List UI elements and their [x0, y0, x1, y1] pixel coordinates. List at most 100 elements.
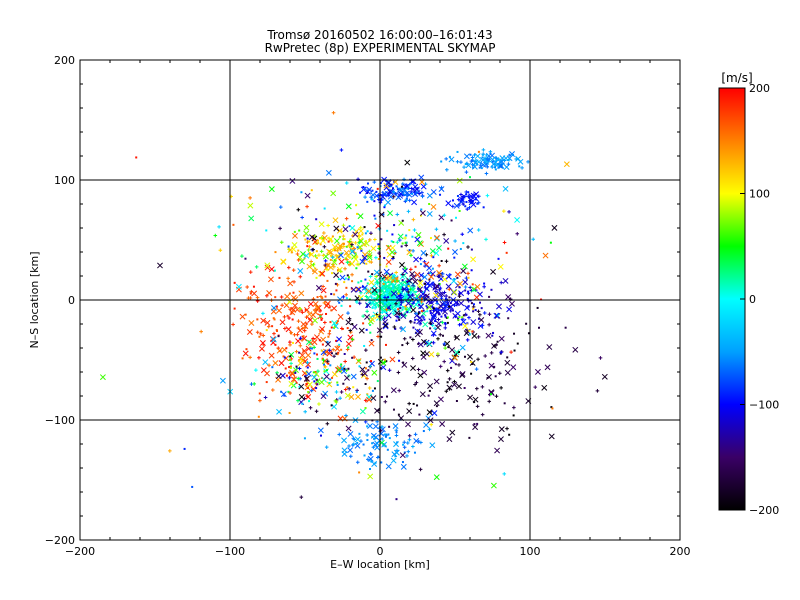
data-point [386, 395, 389, 398]
data-point [337, 278, 340, 281]
data-point [352, 231, 359, 238]
data-point [379, 367, 382, 370]
data-point [331, 272, 334, 275]
data-point [401, 193, 404, 196]
data-point [287, 316, 291, 320]
data-point [288, 366, 291, 369]
data-point [283, 326, 287, 331]
data-point [498, 335, 505, 342]
data-point [315, 250, 318, 253]
data-point [513, 332, 516, 335]
data-point [494, 447, 501, 454]
data-point [308, 400, 311, 403]
data-point [365, 328, 368, 331]
data-point [410, 356, 415, 361]
data-point [457, 319, 460, 322]
data-point [478, 166, 481, 169]
data-point [396, 277, 399, 280]
data-point [451, 199, 454, 202]
data-point [430, 323, 433, 326]
data-point [409, 288, 412, 291]
data-point [386, 193, 391, 198]
data-point [295, 365, 298, 368]
data-point [464, 205, 467, 208]
data-point [440, 259, 443, 262]
data-point [380, 194, 383, 197]
data-point [456, 197, 461, 202]
data-point [357, 262, 361, 267]
data-point [338, 269, 343, 274]
data-point [401, 305, 405, 310]
data-point [294, 371, 297, 374]
data-point [457, 294, 462, 299]
data-point [470, 248, 473, 251]
data-point [359, 408, 366, 415]
data-point [422, 430, 425, 433]
data-point [538, 326, 541, 329]
data-point [342, 242, 345, 245]
data-point [353, 228, 360, 235]
data-point [366, 438, 369, 441]
data-point [374, 274, 378, 279]
data-point [328, 329, 331, 332]
data-point [506, 162, 511, 166]
data-point [444, 294, 448, 298]
data-point [309, 346, 312, 349]
data-point [433, 250, 440, 257]
data-point [248, 215, 255, 222]
data-point [289, 366, 292, 369]
data-point [358, 225, 363, 230]
data-point [284, 293, 291, 300]
data-point [303, 252, 310, 259]
data-point [395, 431, 398, 434]
x-tick-label: −100 [215, 545, 245, 558]
data-point [325, 169, 332, 176]
data-point [371, 369, 378, 376]
data-point [318, 339, 321, 342]
data-point [436, 244, 442, 251]
data-point [407, 294, 410, 297]
data-point [342, 382, 345, 385]
data-point [444, 297, 447, 300]
data-point [401, 272, 405, 277]
data-point [183, 447, 186, 450]
data-point [395, 448, 399, 453]
data-point [390, 183, 393, 186]
data-point [388, 284, 391, 287]
data-point [461, 263, 468, 270]
data-point [267, 363, 271, 368]
data-point [191, 485, 194, 488]
data-point [370, 191, 376, 198]
data-point [334, 390, 339, 394]
data-point [405, 300, 412, 307]
data-point [347, 346, 350, 349]
data-point [544, 364, 551, 371]
data-point [391, 283, 395, 287]
data-point [303, 234, 306, 237]
colorbar-title: [m/s] [721, 71, 752, 85]
data-point [513, 349, 516, 352]
data-point [199, 329, 203, 334]
data-point [364, 314, 370, 320]
data-point [268, 352, 275, 359]
data-point [397, 308, 400, 311]
data-point [433, 378, 440, 385]
data-point [332, 325, 337, 330]
data-point [350, 249, 353, 252]
data-point [315, 256, 318, 259]
data-point [457, 363, 461, 367]
data-point [466, 194, 471, 199]
data-point [275, 373, 282, 380]
data-point [414, 271, 421, 278]
data-point [397, 286, 400, 289]
data-point [467, 205, 472, 210]
data-point [389, 249, 396, 256]
data-point [366, 394, 372, 400]
data-point [451, 381, 458, 388]
data-point [357, 240, 362, 245]
data-point [434, 234, 440, 241]
data-point [419, 263, 422, 266]
data-point [439, 296, 444, 301]
data-point [344, 277, 347, 280]
data-point [546, 344, 553, 351]
